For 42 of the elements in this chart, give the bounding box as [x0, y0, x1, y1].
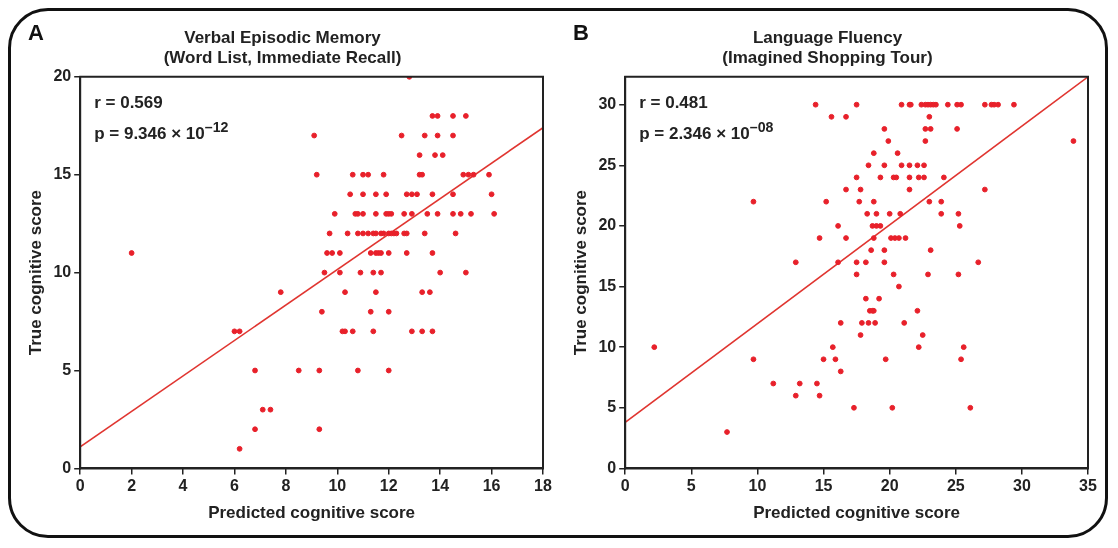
x-tick-label: 12 — [379, 477, 398, 495]
x-tick-label: 6 — [230, 477, 240, 495]
x-tick-label: 20 — [880, 477, 899, 495]
x-tick-label: 4 — [178, 477, 188, 495]
annotation: r = 0.569 — [94, 91, 164, 114]
y-tick-label: 25 — [598, 155, 617, 173]
chart-title: Verbal Episodic Memory (Word List, Immediate Recall) — [163, 27, 402, 68]
y-tick-label: 20 — [598, 216, 617, 234]
x-tick-label: 15 — [814, 477, 833, 495]
text: A — [28, 20, 44, 46]
y-axis-title: True cognitive score — [25, 189, 45, 356]
y-tick-label: 30 — [598, 95, 617, 113]
y-tick-label: 5 — [607, 398, 617, 416]
x-tick-label: 0 — [75, 477, 85, 495]
y-tick-label: 0 — [607, 458, 617, 476]
y-tick-label: 15 — [53, 165, 72, 183]
x-tick-label: 5 — [686, 477, 696, 495]
y-tick-label: 15 — [598, 276, 617, 294]
y-tick-label: 5 — [62, 360, 72, 378]
text: B — [573, 20, 589, 46]
y-tick-label: 20 — [53, 67, 72, 85]
x-tick-label: 16 — [482, 477, 501, 495]
chart-title: Language Fluency (Imagined Shopping Tour) — [722, 27, 933, 68]
y-tick-label: 10 — [53, 263, 72, 281]
annotation: p = 9.346 × 10$^{–12}$ — [94, 117, 229, 145]
x-tick-label: 14 — [431, 477, 450, 495]
y-tick-label: 0 — [62, 458, 72, 476]
x-tick-label: 35 — [1079, 477, 1097, 495]
x-tick-label: 10 — [328, 477, 347, 495]
y-tick-label: 10 — [598, 337, 617, 355]
x-tick-label: 25 — [946, 477, 965, 495]
x-tick-label: 2 — [127, 477, 137, 495]
x-tick-label: 0 — [620, 477, 630, 495]
x-tick-label: 30 — [1012, 477, 1031, 495]
x-tick-label: 10 — [748, 477, 767, 495]
x-tick-label: 8 — [281, 477, 291, 495]
x-tick-label: 18 — [534, 477, 552, 495]
annotation: r = 0.481 — [639, 91, 709, 114]
x-axis-title: Predicted cognitive score — [208, 503, 416, 523]
y-axis-title: True cognitive score — [570, 189, 590, 356]
annotation: p = 2.346 × 10$^{–08}$ — [639, 117, 774, 145]
x-axis-title: Predicted cognitive score — [753, 503, 961, 523]
